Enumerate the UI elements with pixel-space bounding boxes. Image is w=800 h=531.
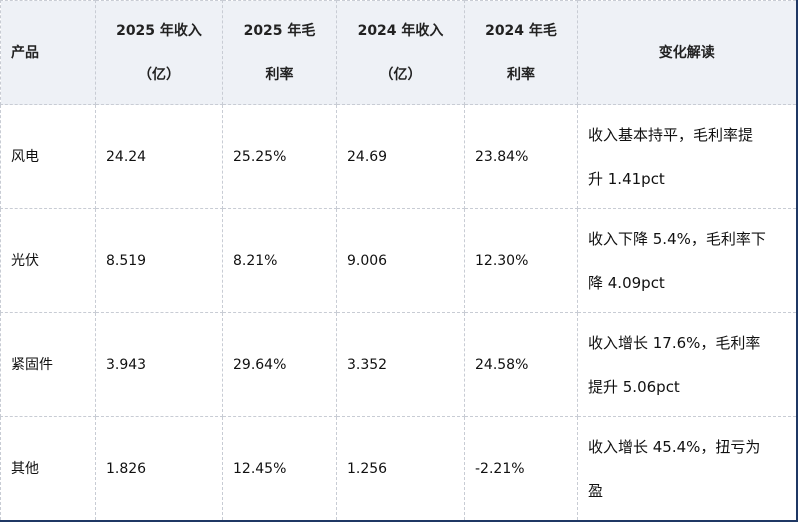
data-cell: 1.826 bbox=[95, 416, 223, 522]
cell-text: 3.352 bbox=[347, 356, 388, 373]
cell-text: 风电 bbox=[11, 148, 39, 165]
cell-text: 8.21% bbox=[233, 252, 278, 269]
cell-text: 8.519 bbox=[106, 252, 147, 269]
cell-text: 利率 bbox=[265, 66, 294, 83]
header-cell: 产品 bbox=[0, 0, 96, 105]
data-cell: 29.64% bbox=[222, 312, 337, 417]
data-cell: -2.21% bbox=[464, 416, 578, 522]
data-cell: 24.69 bbox=[336, 104, 465, 209]
cell-text: 变化解读 bbox=[658, 44, 715, 61]
table-row: 光伏 8.519 8.21% 9.006 12.30% 收入下降 5.4%，毛利率下降 4… bbox=[0, 208, 797, 313]
cell-text: 24.58% bbox=[475, 356, 529, 373]
cell-text: 盈 bbox=[588, 481, 604, 500]
data-cell: 23.84% bbox=[464, 104, 578, 209]
cell-text: 利率 bbox=[507, 66, 535, 83]
data-cell: 光伏 bbox=[0, 208, 96, 313]
cell-text: 收入基本持平，毛利率提 bbox=[588, 125, 754, 144]
cell-text: 12.45% bbox=[233, 460, 287, 477]
cell-text: 升 1.41pct bbox=[588, 169, 665, 188]
cell-text: 1.826 bbox=[106, 460, 147, 477]
data-cell: 12.30% bbox=[464, 208, 578, 313]
description-cell: 收入下降 5.4%，毛利率下降 4.09pct bbox=[577, 208, 797, 313]
cell-text: （亿） bbox=[138, 66, 180, 83]
cell-text: （亿） bbox=[379, 66, 422, 83]
description-cell: 收入增长 45.4%，扭亏为盈 bbox=[577, 416, 797, 522]
data-cell: 24.24 bbox=[95, 104, 223, 209]
header-cell: 2025 年毛 利率 bbox=[222, 0, 337, 105]
data-cell: 3.352 bbox=[336, 312, 465, 417]
cell-text: 提升 5.06pct bbox=[588, 377, 680, 396]
data-cell: 12.45% bbox=[222, 416, 337, 522]
cell-text: 2024 年收入 bbox=[357, 22, 444, 39]
cell-text: 收入下降 5.4%，毛利率下 bbox=[588, 229, 766, 248]
table-row: 风电 24.24 25.25% 24.69 23.84% 收入基本持平，毛利率提升 1.4… bbox=[0, 104, 797, 209]
data-cell: 其他 bbox=[0, 416, 96, 522]
cell-text: 24.24 bbox=[106, 148, 147, 165]
cell-text: 其他 bbox=[11, 460, 39, 477]
table-row: 紧固件 3.943 29.64% 3.352 24.58% 收入增长 17.6%，毛利率提… bbox=[0, 312, 797, 417]
cell-text: -2.21% bbox=[475, 460, 525, 477]
cell-text: 2025 年收入 bbox=[116, 22, 202, 39]
table-row: 其他 1.826 12.45% 1.256 -2.21% 收入增长 45.4%，扭亏为盈 bbox=[0, 416, 797, 522]
cell-text: 1.256 bbox=[347, 460, 388, 477]
table-body: 风电 24.24 25.25% 24.69 23.84% 收入基本持平，毛利率提升 1.4… bbox=[0, 104, 797, 522]
description-cell: 收入基本持平，毛利率提升 1.41pct bbox=[577, 104, 797, 209]
cell-text: 29.64% bbox=[233, 356, 287, 373]
data-cell: 紧固件 bbox=[0, 312, 96, 417]
header-cell: 2024 年毛 利率 bbox=[464, 0, 578, 105]
cell-text: 2025 年毛 bbox=[243, 22, 316, 39]
cell-text: 9.006 bbox=[347, 252, 388, 269]
data-cell: 8.519 bbox=[95, 208, 223, 313]
cell-text: 25.25% bbox=[233, 148, 287, 165]
data-cell: 3.943 bbox=[95, 312, 223, 417]
cell-text: 收入增长 45.4%，扭亏为 bbox=[588, 437, 761, 456]
cell-text: 23.84% bbox=[475, 148, 529, 165]
header-cell: 2025 年收入 （亿） bbox=[95, 0, 223, 105]
data-cell: 9.006 bbox=[336, 208, 465, 313]
cell-text: 紧固件 bbox=[11, 356, 53, 373]
data-cell: 25.25% bbox=[222, 104, 337, 209]
cell-text: 产品 bbox=[11, 44, 39, 61]
data-cell: 1.256 bbox=[336, 416, 465, 522]
cell-text: 收入增长 17.6%，毛利率 bbox=[588, 333, 761, 352]
cell-text: 光伏 bbox=[11, 252, 39, 269]
description-cell: 收入增长 17.6%，毛利率 提升 5.06pct bbox=[577, 312, 797, 417]
data-cell: 8.21% bbox=[222, 208, 337, 313]
header-row: 产品 2025 年收入 （亿） 2025 年毛 利率 2024 年收入 （亿） 2024 年毛… bbox=[0, 0, 797, 105]
cell-text: 24.69 bbox=[347, 148, 388, 165]
cell-text: 降 4.09pct bbox=[588, 273, 665, 292]
header-cell: 2024 年收入 （亿） bbox=[336, 0, 465, 105]
cell-text: 3.943 bbox=[106, 356, 147, 373]
data-cell: 24.58% bbox=[464, 312, 578, 417]
header-cell: 变化解读 bbox=[577, 0, 797, 105]
cell-text: 12.30% bbox=[475, 252, 529, 269]
cell-text: 2024 年毛 bbox=[485, 22, 557, 39]
data-cell: 风电 bbox=[0, 104, 96, 209]
